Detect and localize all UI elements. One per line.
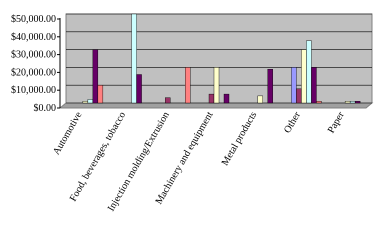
bar: [291, 67, 297, 104]
x-tick-label: Other: [282, 109, 303, 135]
bar: [213, 67, 220, 104]
bar: [306, 40, 312, 104]
y-tick-label: $20,000.00: [11, 67, 56, 78]
bar: [165, 97, 171, 104]
chart: $0.00 $10,000.00 $20,000.00 $30,000.00 $40,0…: [11, 13, 374, 213]
page: {"chart_data": {"type": "bar", "categori…: [11, 13, 374, 214]
bar: [267, 68, 273, 104]
bar: [208, 93, 215, 104]
bar: [185, 67, 191, 104]
y-tick-label: $50,000.00: [11, 14, 56, 25]
bar: [131, 13, 137, 104]
bar: [136, 74, 142, 104]
bar: [296, 88, 302, 104]
bar: [92, 49, 99, 104]
y-tick-label: $10,000.00: [11, 85, 56, 96]
bar: [311, 67, 317, 104]
bar: [87, 99, 94, 104]
bar: [257, 95, 263, 104]
bar: [354, 101, 361, 104]
y-tick-label: $0.00: [34, 103, 57, 114]
bar: [82, 101, 89, 104]
bar: [223, 93, 230, 104]
bar: [316, 101, 322, 104]
bar: [349, 101, 356, 104]
x-tick-label: Automotive: [51, 110, 85, 157]
x-tick-label: Paper: [326, 109, 347, 135]
bar: [344, 101, 351, 104]
bar: [97, 84, 104, 104]
floor: [58, 102, 374, 109]
x-tick-label: Metal products: [220, 110, 260, 168]
y-tick-label: $30,000.00: [11, 50, 56, 61]
bar: [301, 49, 307, 104]
y-tick-label: $40,000.00: [11, 32, 56, 43]
